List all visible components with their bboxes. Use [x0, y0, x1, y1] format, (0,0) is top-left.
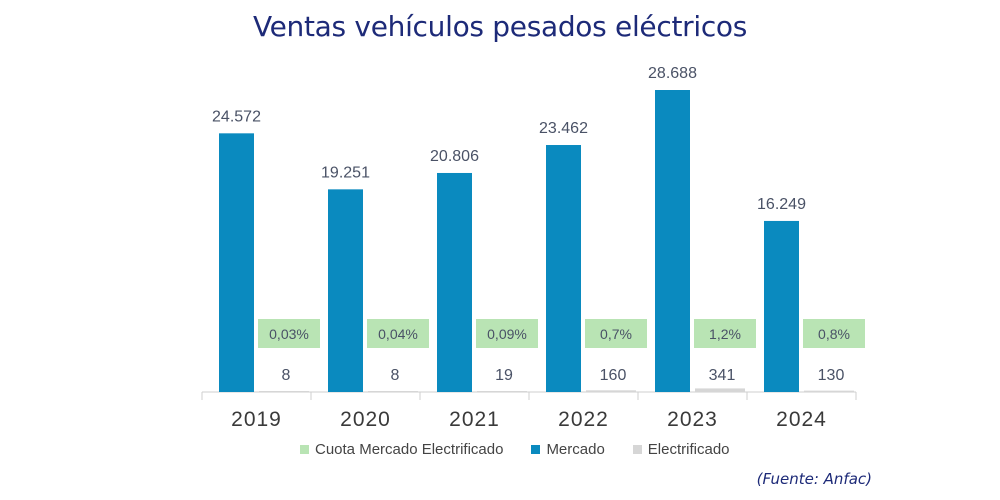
- data-label-electrificado: 130: [818, 367, 845, 384]
- legend: Cuota Mercado Electrificado Mercado Elec…: [300, 441, 730, 458]
- x-tick-label: 2020: [340, 408, 391, 431]
- data-label-cuota: 0,03%: [269, 326, 309, 342]
- source-note: (Fuente: Anfac): [756, 470, 872, 488]
- bar-electrificado: [804, 390, 854, 392]
- data-label-electrificado: 19: [495, 367, 513, 384]
- cuota-box: [367, 319, 429, 348]
- data-label-cuota: 0,09%: [487, 326, 527, 342]
- bar-electrificado: [477, 391, 527, 392]
- x-tick-label: 2019: [231, 408, 282, 431]
- bar-electrificado: [695, 388, 745, 392]
- data-label-mercado: 24.572: [212, 108, 261, 125]
- legend-item-electrificado: Electrificado: [632, 441, 730, 458]
- data-label-mercado: 28.688: [648, 65, 697, 82]
- data-label-mercado: 20.806: [430, 148, 479, 165]
- x-tick-label: 2023: [667, 408, 718, 431]
- data-label-mercado: 16.249: [757, 196, 806, 213]
- data-label-electrificado: 341: [709, 367, 736, 384]
- cuota-box: [803, 319, 865, 348]
- chart-title: Ventas vehículos pesados eléctricos: [252, 10, 748, 43]
- data-label-cuota: 0,8%: [818, 326, 850, 342]
- legend-item-mercado: Mercado: [531, 441, 605, 458]
- bar-mercado: [546, 145, 581, 392]
- data-label-cuota: 0,04%: [378, 326, 418, 342]
- legend-label-electrificado: Electrificado: [647, 441, 730, 458]
- data-label-cuota: 0,7%: [600, 326, 632, 342]
- data-label-mercado: 23.462: [539, 120, 588, 137]
- bar-electrificado: [586, 390, 636, 392]
- legend-item-cuota: Cuota Mercado Electrificado: [300, 441, 503, 458]
- cuota-box: [585, 319, 647, 348]
- legend-label-cuota: Cuota Mercado Electrificado: [315, 441, 504, 458]
- legend-swatch-cuota: [300, 445, 309, 454]
- bar-electrificado: [368, 391, 418, 392]
- bar-mercado: [437, 172, 472, 392]
- cuota-box: [258, 319, 320, 348]
- data-label-electrificado: 8: [282, 367, 291, 384]
- bar-mercado: [655, 90, 690, 392]
- cuota-box: [694, 319, 756, 348]
- bar-mercado: [764, 220, 799, 392]
- data-label-cuota: 1,2%: [709, 326, 741, 342]
- data-label-electrificado: 160: [600, 367, 627, 384]
- bar-mercado: [219, 133, 254, 392]
- data-label-electrificado: 8: [391, 367, 400, 384]
- bar-electrificado: [259, 391, 309, 392]
- legend-swatch-mercado: [531, 445, 541, 454]
- bar-mercado: [328, 189, 363, 392]
- cuota-box: [476, 319, 538, 348]
- data-label-mercado: 19.251: [321, 164, 370, 181]
- legend-swatch-electrificado: [632, 445, 642, 454]
- x-tick-label: 2021: [449, 408, 500, 431]
- x-tick-label: 2024: [776, 408, 827, 431]
- x-tick-label: 2022: [558, 408, 609, 431]
- legend-label-mercado: Mercado: [546, 441, 605, 458]
